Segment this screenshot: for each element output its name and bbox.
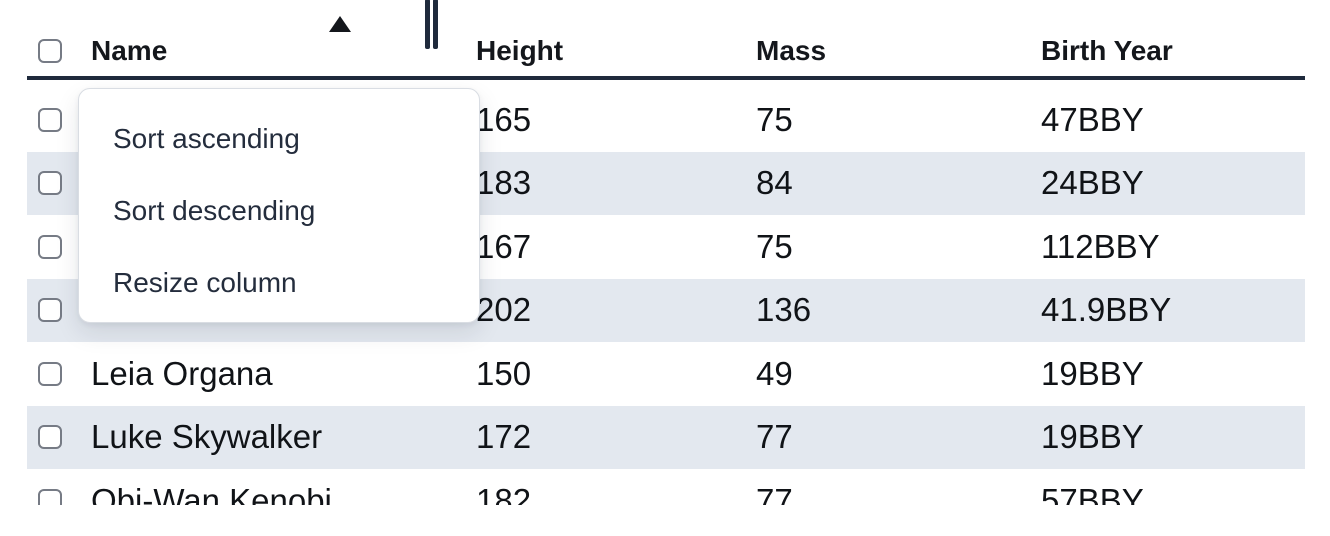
- table-header-row: Name Height Mass Birth Year: [27, 0, 1305, 80]
- cell-mass: 77: [756, 481, 793, 505]
- resize-bar-icon: [433, 0, 438, 49]
- row-checkbox-cell: [27, 107, 91, 132]
- cell-height: 202: [476, 291, 532, 329]
- row-checkbox[interactable]: [38, 234, 62, 259]
- context-menu-item-sort-ascending[interactable]: Sort ascending: [113, 123, 300, 154]
- row-checkbox-cell: [27, 361, 91, 386]
- table-row: Obi-Wan Kenobi 182 77 57BBY: [27, 469, 1305, 505]
- row-checkbox[interactable]: [38, 361, 62, 386]
- data-table: Name Height Mass Birth Year 165 75 47BBY…: [27, 0, 1305, 505]
- context-menu-item-sort-descending[interactable]: Sort descending: [113, 195, 316, 226]
- sort-ascending-icon: [329, 16, 351, 32]
- cell-mass: 136: [756, 291, 812, 329]
- column-header-height[interactable]: Height: [476, 35, 564, 66]
- header-checkbox-cell: [27, 39, 91, 63]
- column-header-name-label: Name: [91, 35, 168, 66]
- cell-height: 183: [476, 164, 532, 202]
- cell-height: 167: [476, 227, 532, 265]
- select-all-checkbox[interactable]: [38, 39, 62, 63]
- cell-mass: 77: [756, 418, 793, 456]
- cell-mass: 49: [756, 354, 793, 392]
- column-header-birth-year[interactable]: Birth Year: [1041, 35, 1173, 66]
- table-row: Luke Skywalker 172 77 19BBY: [27, 405, 1305, 469]
- cell-height: 172: [476, 418, 532, 456]
- row-checkbox[interactable]: [38, 107, 62, 132]
- table-row: Leia Organa 150 49 19BBY: [27, 342, 1305, 406]
- row-checkbox[interactable]: [38, 298, 62, 323]
- table-body: 165 75 47BBY 183 84 24BBY 167 75 112BBY …: [27, 80, 1305, 505]
- row-checkbox[interactable]: [38, 171, 62, 196]
- cell-birth-year: 47BBY: [1041, 100, 1144, 138]
- row-checkbox[interactable]: [38, 488, 62, 505]
- column-header-mass[interactable]: Mass: [756, 35, 827, 66]
- cell-birth-year: 19BBY: [1041, 354, 1144, 392]
- cell-mass: 84: [756, 164, 793, 202]
- cell-birth-year: 24BBY: [1041, 164, 1144, 202]
- cell-birth-year: 112BBY: [1041, 227, 1160, 265]
- row-checkbox-cell: [27, 171, 91, 196]
- row-checkbox-cell: [27, 425, 91, 450]
- cell-birth-year: 41.9BBY: [1041, 291, 1172, 329]
- cell-height: 150: [476, 354, 532, 392]
- cell-name: Leia Organa: [91, 354, 273, 392]
- column-header-name[interactable]: Name: [91, 26, 476, 76]
- cell-birth-year: 19BBY: [1041, 418, 1144, 456]
- row-checkbox-cell: [27, 298, 91, 323]
- cell-name: Obi-Wan Kenobi: [91, 481, 332, 505]
- cell-height: 182: [476, 481, 532, 505]
- cell-mass: 75: [756, 227, 793, 265]
- cell-mass: 75: [756, 100, 793, 138]
- context-menu-item-resize-column[interactable]: Resize column: [113, 267, 297, 298]
- row-checkbox[interactable]: [38, 425, 62, 450]
- table-row: 202 136 41.9BBY: [27, 278, 1305, 342]
- row-checkbox-cell: [27, 234, 91, 259]
- cell-birth-year: 57BBY: [1041, 481, 1144, 505]
- row-checkbox-cell: [27, 488, 91, 505]
- cell-height: 165: [476, 100, 532, 138]
- cell-name: Luke Skywalker: [91, 418, 323, 456]
- column-resize-handle[interactable]: [425, 0, 438, 49]
- column-context-menu: Sort ascending Sort descending Resize colu…: [78, 88, 480, 323]
- resize-bar-icon: [425, 0, 430, 49]
- table-row: 167 75 112BBY: [27, 215, 1305, 279]
- table-row: 165 75 47BBY: [27, 88, 1305, 152]
